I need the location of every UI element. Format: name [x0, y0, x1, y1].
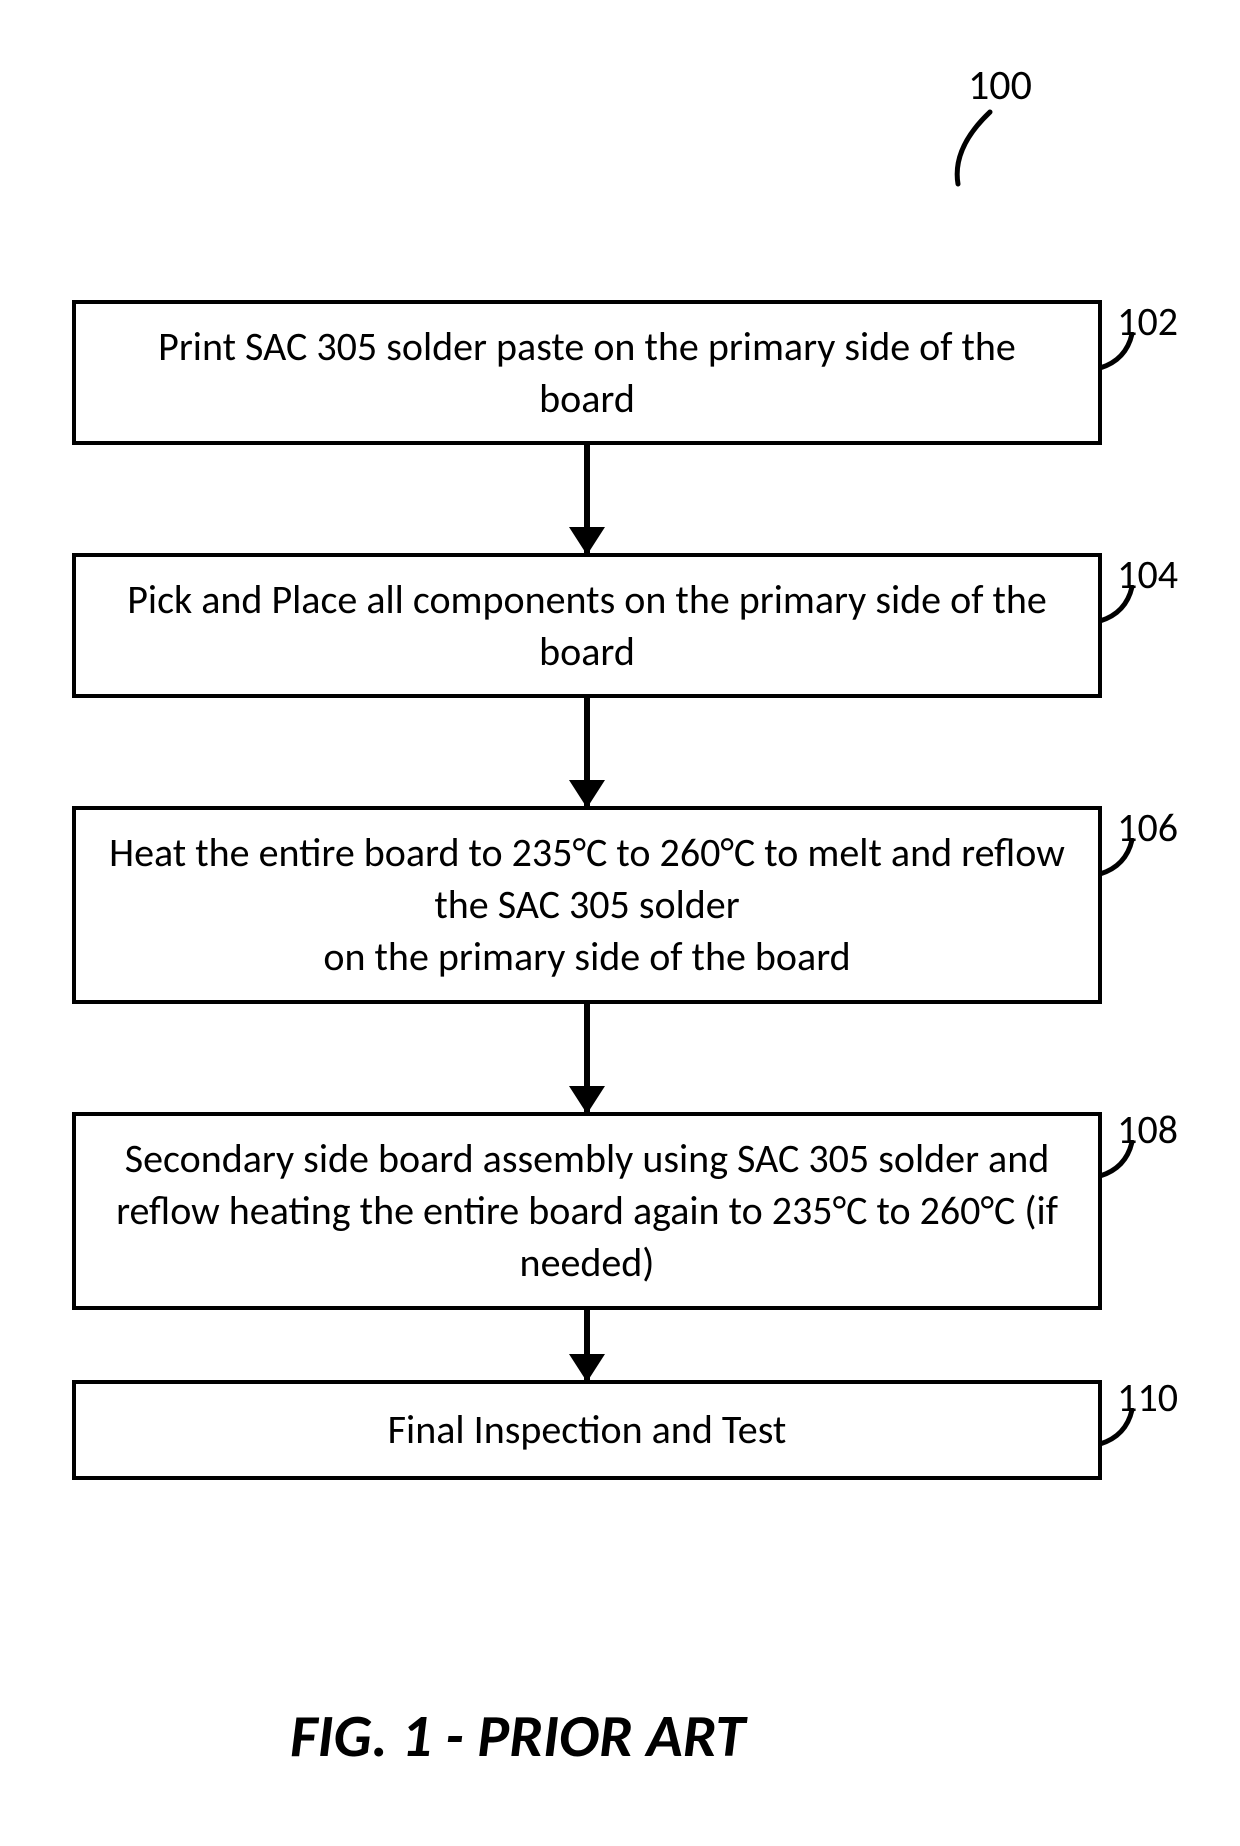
arrow-container: [72, 1310, 1102, 1380]
step-text: Final Inspection and Test: [388, 1404, 787, 1456]
step-text: Heat the entire board to 235°C to 260°C …: [106, 827, 1068, 983]
figure-reference-number: 100: [968, 60, 1032, 111]
arrow-container: [72, 445, 1102, 553]
label-leader-curve: [1098, 332, 1136, 372]
label-leader-curve: [1098, 585, 1136, 625]
step-box-110: Final Inspection and Test 110: [72, 1380, 1102, 1480]
step-box-108: Secondary side board assembly using SAC …: [72, 1112, 1102, 1310]
arrow-container: [72, 698, 1102, 806]
flow-arrow: [584, 1310, 590, 1380]
arrow-container: [72, 1004, 1102, 1112]
flow-arrow: [584, 445, 590, 553]
figure-caption: FIG. 1 - PRIOR ART: [290, 1700, 745, 1773]
flow-arrow: [584, 698, 590, 806]
step-text: Print SAC 305 solder paste on the primar…: [106, 321, 1068, 425]
label-leader-curve: [1098, 1140, 1136, 1180]
flowchart-container: Print SAC 305 solder paste on the primar…: [72, 300, 1102, 1480]
step-box-106: Heat the entire board to 235°C to 260°C …: [72, 806, 1102, 1004]
step-box-104: Pick and Place all components on the pri…: [72, 553, 1102, 698]
step-text: Secondary side board assembly using SAC …: [106, 1133, 1068, 1289]
step-text: Pick and Place all components on the pri…: [106, 574, 1068, 678]
step-box-102: Print SAC 305 solder paste on the primar…: [72, 300, 1102, 445]
flow-arrow: [584, 1004, 590, 1112]
label-leader-curve: [1098, 838, 1136, 878]
label-leader-curve: [1098, 1408, 1136, 1448]
reference-leader-curve: [950, 108, 1010, 188]
